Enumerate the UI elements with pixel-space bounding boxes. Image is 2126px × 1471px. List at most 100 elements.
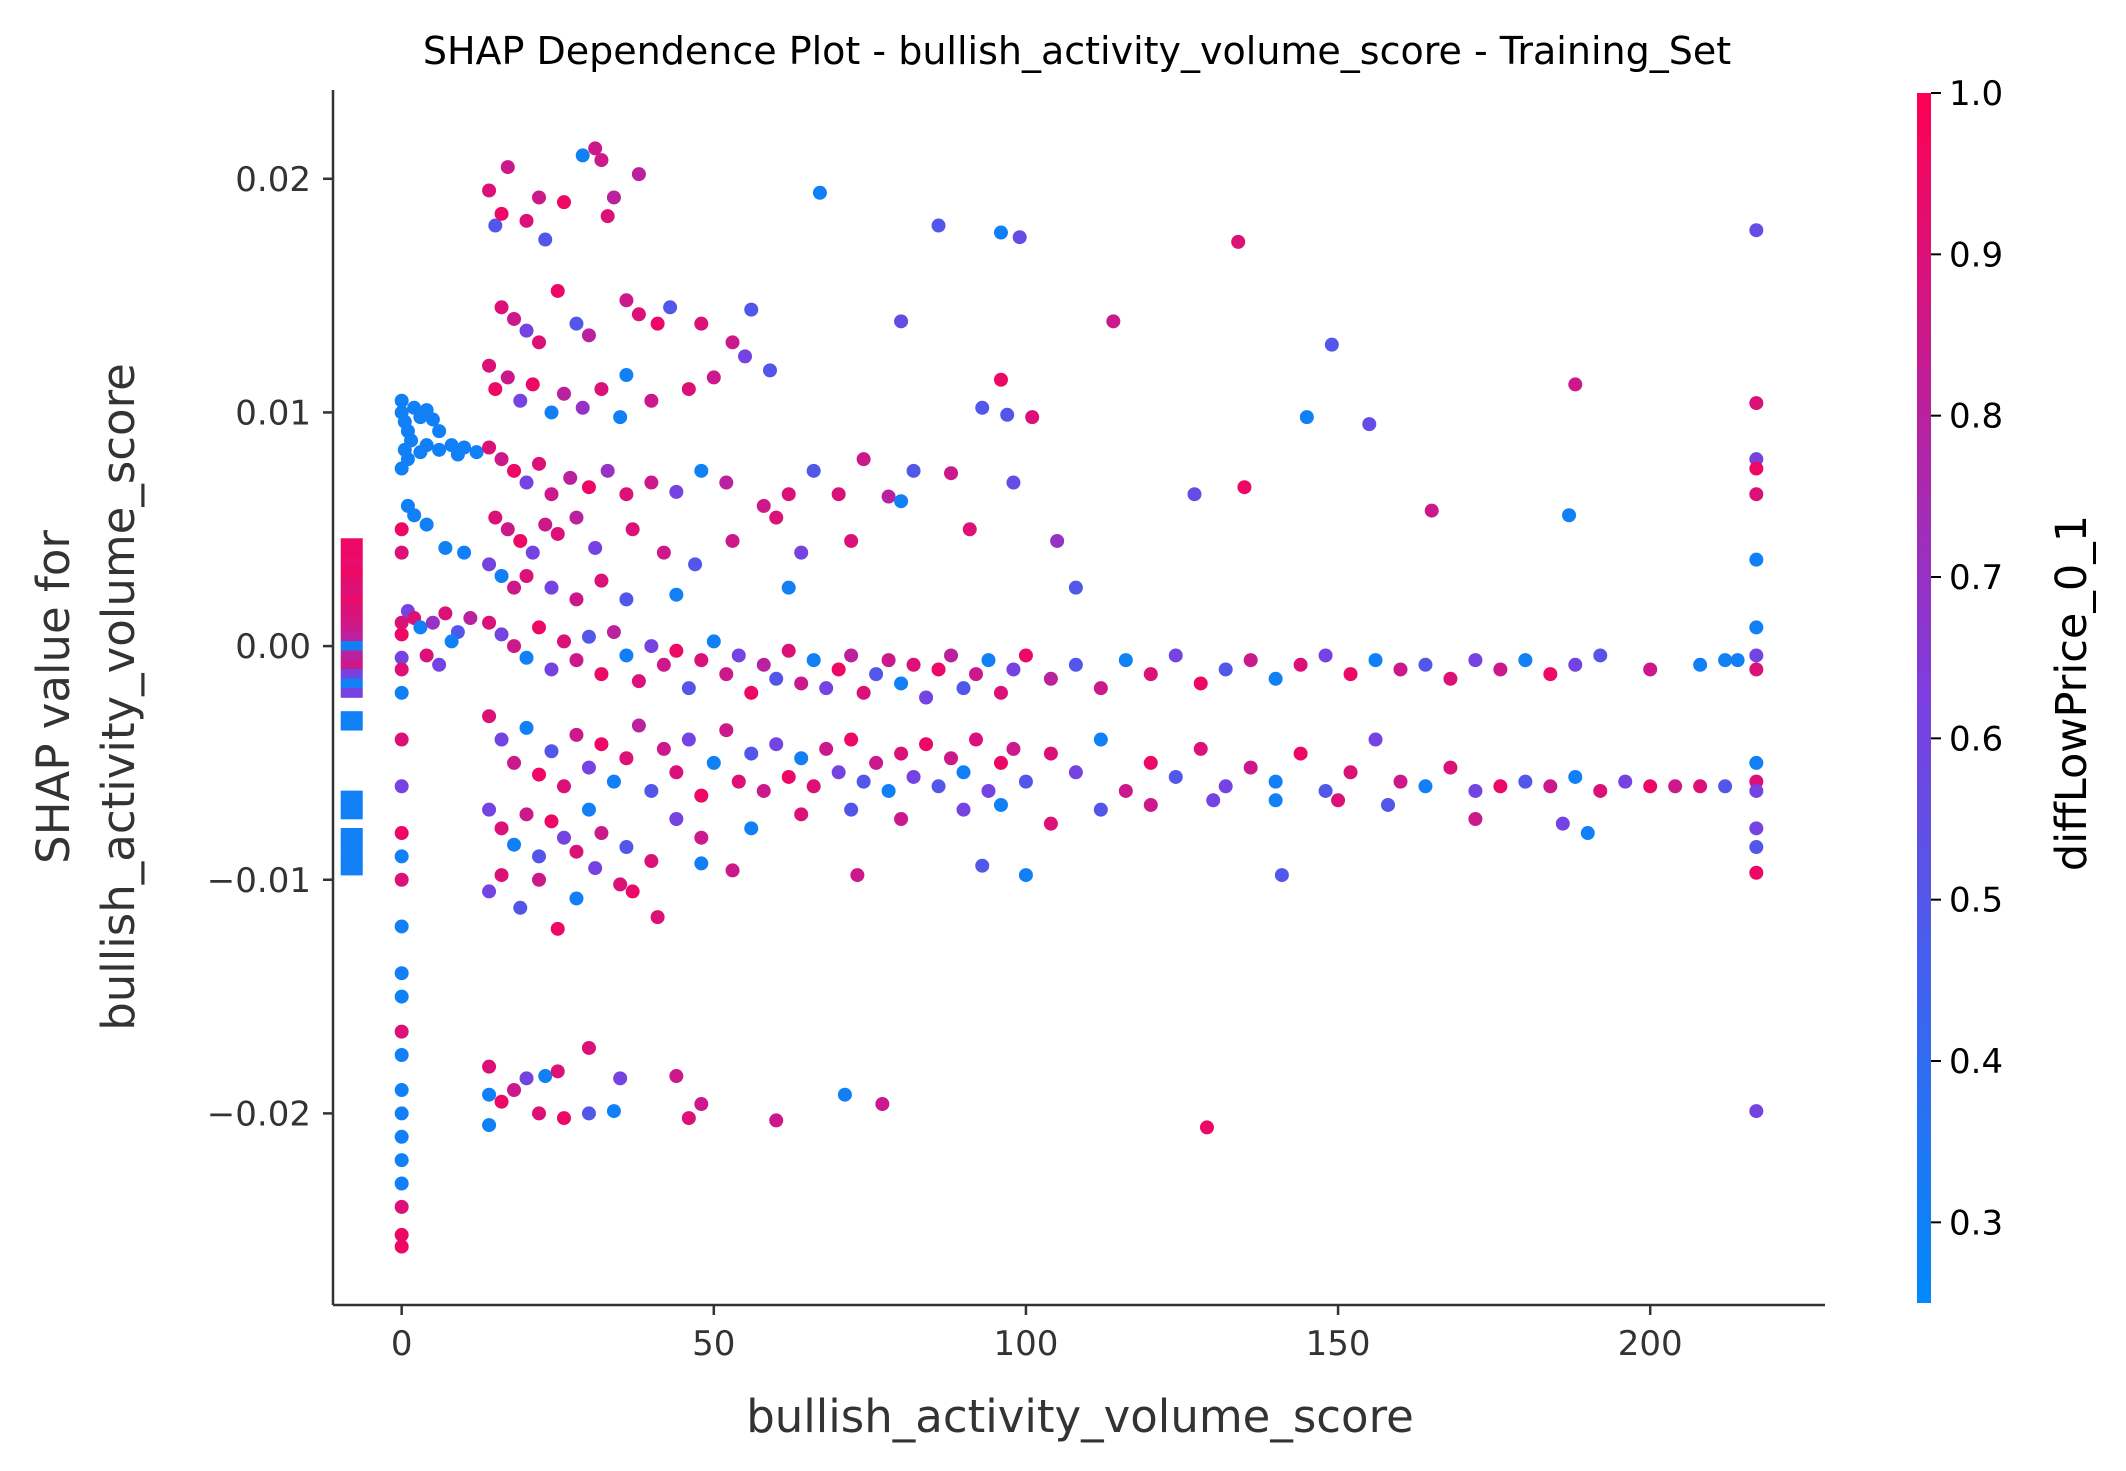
scatter-point xyxy=(1424,503,1439,518)
missing-value-point xyxy=(340,594,363,605)
missing-value-point xyxy=(340,650,363,661)
scatter-point xyxy=(1187,487,1202,502)
scatter-point xyxy=(613,877,628,892)
scatter-point xyxy=(513,533,528,548)
scatter-point xyxy=(450,447,465,462)
scatter-point xyxy=(1168,769,1183,784)
scatter-point xyxy=(463,611,478,626)
scatter-point xyxy=(1006,741,1021,756)
missing-value-point xyxy=(340,585,363,596)
scatter-point xyxy=(394,545,409,560)
scatter-point xyxy=(556,830,571,845)
missing-value-point xyxy=(340,575,363,586)
scatter-point xyxy=(532,1106,547,1121)
scatter-point xyxy=(694,788,709,803)
scatter-point xyxy=(469,445,484,460)
colorbar-tick-label: 0.9 xyxy=(1949,235,2003,275)
scatter-point xyxy=(1730,653,1745,668)
scatter-point xyxy=(1343,667,1358,682)
scatter-point xyxy=(507,755,522,770)
scatter-point xyxy=(600,209,615,224)
scatter-point xyxy=(606,625,621,640)
scatter-point xyxy=(556,1111,571,1126)
scatter-point xyxy=(1106,314,1121,329)
scatter-point xyxy=(688,557,703,572)
scatter-point xyxy=(1593,783,1608,798)
scatter-point xyxy=(569,844,584,859)
scatter-point xyxy=(681,382,696,397)
scatter-point xyxy=(919,737,934,752)
scatter-point xyxy=(1293,657,1308,672)
scatter-point xyxy=(794,545,809,560)
scatter-point xyxy=(488,510,503,525)
scatter-point xyxy=(812,185,827,200)
scatter-point xyxy=(594,826,609,841)
colorbar-tick-label: 0.4 xyxy=(1949,1042,2003,1082)
scatter-point xyxy=(1274,868,1289,883)
scatter-point xyxy=(581,629,596,644)
scatter-point xyxy=(594,737,609,752)
missing-value-point xyxy=(340,669,363,680)
scatter-point xyxy=(619,293,634,308)
y-tick-label: −0.02 xyxy=(207,1094,311,1134)
missing-value-point xyxy=(340,538,363,549)
scatter-point xyxy=(694,463,709,478)
scatter-point xyxy=(931,218,946,233)
scatter-point xyxy=(1268,671,1283,686)
scatter-point xyxy=(1318,648,1333,663)
scatter-point xyxy=(1443,760,1458,775)
scatter-point xyxy=(569,653,584,668)
scatter-point xyxy=(1362,417,1377,432)
scatter-point xyxy=(507,311,522,326)
scatter-point xyxy=(844,533,859,548)
scatter-point xyxy=(532,456,547,471)
scatter-point xyxy=(532,190,547,205)
scatter-point xyxy=(831,765,846,780)
scatter-point xyxy=(769,510,784,525)
scatter-point xyxy=(613,410,628,425)
colorbar-title: diffLowPrice_0_1 xyxy=(2047,515,2097,871)
scatter-point xyxy=(419,517,434,532)
scatter-point xyxy=(1418,779,1433,794)
scatter-point xyxy=(837,1087,852,1102)
scatter-point xyxy=(1293,746,1308,761)
scatter-point xyxy=(956,681,971,696)
scatter-point xyxy=(1006,475,1021,490)
scatter-point xyxy=(394,1239,409,1254)
scatter-point xyxy=(394,1176,409,1191)
scatter-point xyxy=(694,653,709,668)
scatter-point xyxy=(844,732,859,747)
scatter-point xyxy=(669,587,684,602)
scatter-point xyxy=(931,779,946,794)
scatter-point xyxy=(519,323,534,338)
scatter-point xyxy=(494,732,509,747)
scatter-point xyxy=(894,676,909,691)
scatter-point xyxy=(550,1064,565,1079)
scatter-point xyxy=(1468,653,1483,668)
scatter-point xyxy=(1749,840,1764,855)
scatter-point xyxy=(744,302,759,317)
scatter-point xyxy=(1643,779,1658,794)
scatter-point xyxy=(556,779,571,794)
missing-value-point xyxy=(340,659,363,670)
scatter-point xyxy=(1012,230,1027,245)
scatter-point xyxy=(993,372,1008,387)
scatter-point xyxy=(494,868,509,883)
scatter-point xyxy=(681,1111,696,1126)
scatter-point xyxy=(1393,774,1408,789)
y-tick-label: 0.00 xyxy=(235,627,311,667)
scatter-point xyxy=(1468,783,1483,798)
scatter-point xyxy=(844,648,859,663)
scatter-point xyxy=(1368,653,1383,668)
scatter-point xyxy=(588,861,603,876)
scatter-point xyxy=(482,183,497,198)
scatter-point xyxy=(525,377,540,392)
scatter-point xyxy=(432,657,447,672)
scatter-point xyxy=(919,690,934,705)
scatter-point xyxy=(1268,793,1283,808)
scatter-point xyxy=(1231,234,1246,249)
scatter-point xyxy=(744,746,759,761)
x-tick-label: 150 xyxy=(1306,1324,1371,1364)
scatter-point xyxy=(1206,793,1221,808)
